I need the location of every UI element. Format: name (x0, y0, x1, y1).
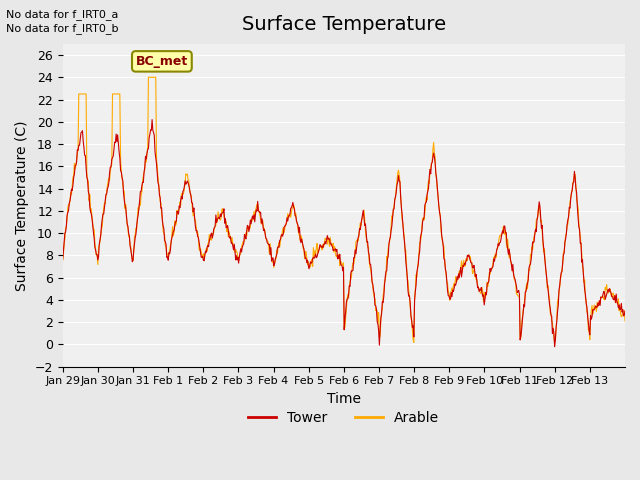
Line: Tower: Tower (63, 120, 625, 347)
Line: Arable: Arable (63, 77, 625, 342)
Text: No data for f_IRT0_a: No data for f_IRT0_a (6, 9, 119, 20)
Tower (148, 117, 156, 122)
Tower (278, 231, 285, 237)
Tower (434, 193, 442, 199)
Text: No data for f_IRT0_b: No data for f_IRT0_b (6, 23, 119, 34)
Text: BC_met: BC_met (136, 55, 188, 68)
Tower (257, 209, 264, 215)
Title: Surface Temperature: Surface Temperature (242, 15, 446, 34)
Arable (145, 74, 152, 80)
Arable (435, 203, 443, 208)
X-axis label: Time: Time (327, 392, 361, 406)
Tower (621, 308, 629, 314)
Arable (403, 261, 410, 267)
Tower (59, 257, 67, 263)
Arable (59, 257, 67, 263)
Arable (257, 216, 264, 222)
Y-axis label: Surface Temperature (C): Surface Temperature (C) (15, 120, 29, 290)
Tower (403, 266, 410, 272)
Tower (229, 243, 237, 249)
Arable (278, 233, 285, 239)
Tower (551, 344, 559, 349)
Arable (229, 240, 237, 246)
Arable (125, 234, 132, 240)
Arable (621, 318, 629, 324)
Arable (410, 339, 418, 345)
Legend: Tower, Arable: Tower, Arable (243, 406, 445, 431)
Tower (125, 230, 132, 236)
